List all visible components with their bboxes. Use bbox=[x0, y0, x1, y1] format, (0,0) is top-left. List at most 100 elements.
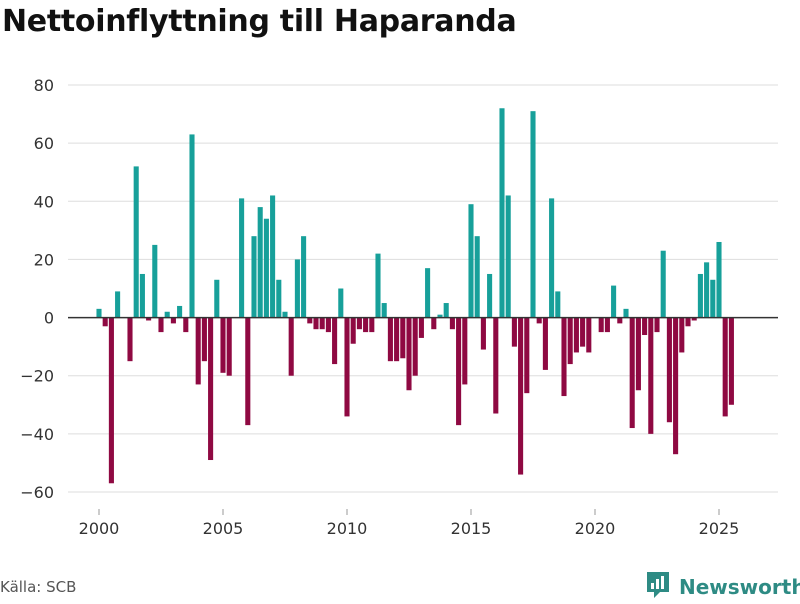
bar-2023-Q3 bbox=[679, 317, 685, 353]
bar-2004-Q2 bbox=[201, 317, 207, 362]
bar-2004-Q4 bbox=[214, 279, 220, 318]
bar-2008-Q4 bbox=[313, 317, 319, 330]
bar-2016-Q3 bbox=[505, 195, 511, 318]
bar-2023-Q4 bbox=[685, 317, 691, 327]
bar-2022-Q3 bbox=[654, 317, 660, 333]
y-tick-label: 40 bbox=[34, 192, 54, 211]
bar-2017-Q3 bbox=[530, 111, 536, 318]
bar-2021-Q3 bbox=[629, 317, 635, 429]
y-axis-ticks: −60 −40 −20 0 20 40 60 80 bbox=[20, 76, 54, 502]
bar-2006-Q3 bbox=[257, 207, 263, 318]
bar-2010-Q1 bbox=[344, 317, 350, 417]
bar-2013-Q4 bbox=[437, 314, 443, 318]
bar-2008-Q3 bbox=[307, 317, 313, 324]
x-tick-label: 2015 bbox=[451, 519, 492, 538]
bar-2014-Q4 bbox=[462, 317, 468, 385]
x-tick-label: 2000 bbox=[79, 519, 120, 538]
bar-2007-Q2 bbox=[276, 279, 282, 318]
bar-2022-Q2 bbox=[648, 317, 654, 434]
bar-2017-Q4 bbox=[536, 317, 542, 324]
bar-2013-Q2 bbox=[425, 268, 431, 318]
bar-2024-Q3 bbox=[704, 262, 710, 318]
x-axis-ticks: 2000 2005 2010 2015 2020 2025 bbox=[79, 509, 740, 538]
bar-2016-Q2 bbox=[499, 108, 505, 318]
bar-2013-Q3 bbox=[431, 317, 437, 330]
bar-2019-Q4 bbox=[586, 317, 592, 353]
bar-2020-Q4 bbox=[611, 285, 617, 318]
bar-2023-Q2 bbox=[673, 317, 679, 455]
bar-2015-Q1 bbox=[468, 204, 474, 318]
bar-2000-Q4 bbox=[115, 291, 121, 318]
brand-name: Newsworthy bbox=[679, 575, 800, 599]
bar-2007-Q3 bbox=[282, 311, 288, 318]
bar-2005-Q1 bbox=[220, 317, 226, 373]
bar-2015-Q2 bbox=[474, 236, 480, 318]
bar-2020-Q2 bbox=[598, 317, 604, 333]
bar-2021-Q2 bbox=[623, 308, 629, 318]
y-tick-label: −60 bbox=[20, 483, 54, 502]
bars bbox=[96, 108, 734, 484]
bar-2024-Q4 bbox=[710, 279, 716, 318]
bar-2020-Q3 bbox=[604, 317, 610, 333]
bar-2007-Q1 bbox=[270, 195, 276, 318]
bar-2001-Q4 bbox=[139, 273, 145, 318]
y-tick-label: 60 bbox=[34, 134, 54, 153]
x-tick-label: 2025 bbox=[699, 519, 740, 538]
bar-2005-Q2 bbox=[226, 317, 232, 376]
bar-2021-Q4 bbox=[635, 317, 641, 391]
bar-2009-Q2 bbox=[325, 317, 331, 333]
bar-2017-Q1 bbox=[518, 317, 524, 475]
bar-2006-Q2 bbox=[251, 236, 257, 318]
bar-2001-Q2 bbox=[127, 317, 133, 362]
bar-2018-Q2 bbox=[549, 198, 555, 318]
bar-2008-Q2 bbox=[301, 236, 307, 318]
bar-2011-Q2 bbox=[375, 253, 381, 318]
bar-2024-Q2 bbox=[697, 273, 703, 318]
newsworthy-logo-icon bbox=[645, 570, 671, 604]
bar-2012-Q4 bbox=[412, 317, 418, 376]
bar-2000-Q3 bbox=[108, 317, 114, 484]
y-tick-label: −20 bbox=[20, 367, 54, 386]
bar-2016-Q4 bbox=[511, 317, 517, 347]
bar-2000-Q2 bbox=[102, 317, 108, 327]
bar-2009-Q1 bbox=[319, 317, 325, 330]
bar-2014-Q3 bbox=[456, 317, 462, 426]
bar-2008-Q1 bbox=[294, 259, 300, 318]
bar-2017-Q2 bbox=[524, 317, 530, 394]
brand-logo[interactable]: Newsworthy bbox=[645, 570, 800, 604]
bar-2022-Q1 bbox=[642, 317, 648, 336]
bar-2022-Q4 bbox=[660, 250, 666, 318]
bar-2019-Q3 bbox=[580, 317, 586, 347]
bar-2002-Q1 bbox=[146, 317, 152, 321]
bar-2002-Q4 bbox=[164, 311, 170, 318]
bar-2018-Q1 bbox=[542, 317, 548, 370]
source-note: Källa: SCB bbox=[0, 578, 77, 596]
bar-2016-Q1 bbox=[493, 317, 499, 414]
bar-2010-Q2 bbox=[350, 317, 356, 344]
bar-2024-Q1 bbox=[691, 317, 697, 321]
gridlines bbox=[68, 84, 778, 493]
bar-2007-Q4 bbox=[288, 317, 294, 376]
y-tick-label: −40 bbox=[20, 425, 54, 444]
bar-2002-Q3 bbox=[158, 317, 164, 333]
bar-2011-Q4 bbox=[387, 317, 393, 362]
bar-2010-Q4 bbox=[363, 317, 369, 333]
bar-2014-Q1 bbox=[443, 303, 449, 318]
bar-2001-Q3 bbox=[133, 166, 139, 318]
bar-2012-Q2 bbox=[400, 317, 406, 359]
bar-2025-Q1 bbox=[716, 241, 722, 318]
bar-2011-Q1 bbox=[369, 317, 375, 333]
x-tick-label: 2005 bbox=[203, 519, 244, 538]
bar-2003-Q3 bbox=[183, 317, 189, 333]
bar-2003-Q2 bbox=[177, 305, 183, 318]
bar-2003-Q1 bbox=[170, 317, 176, 324]
bar-2013-Q1 bbox=[418, 317, 424, 338]
bar-2004-Q3 bbox=[208, 317, 214, 461]
bar-2009-Q3 bbox=[332, 317, 338, 365]
bar-2012-Q1 bbox=[394, 317, 400, 362]
bar-2025-Q3 bbox=[728, 317, 734, 405]
x-tick-label: 2010 bbox=[327, 519, 368, 538]
chart-title: Nettoinflyttning till Haparanda bbox=[2, 4, 517, 39]
bar-2005-Q4 bbox=[239, 198, 245, 318]
bar-2015-Q4 bbox=[487, 273, 493, 318]
